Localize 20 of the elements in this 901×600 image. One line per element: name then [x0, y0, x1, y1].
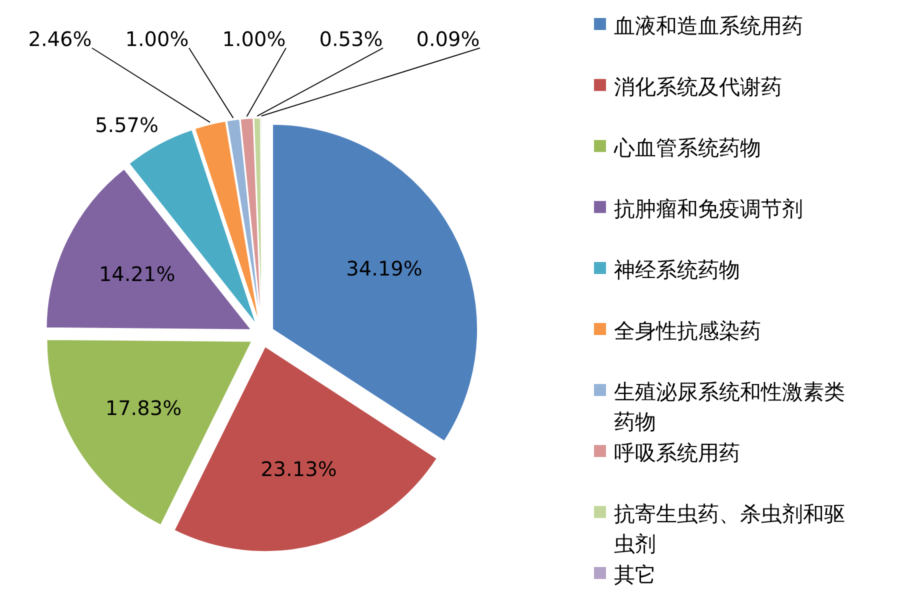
legend-label: 呼吸系统用药	[614, 441, 740, 465]
data-label: 5.57%	[95, 113, 159, 138]
data-label: 1.00%	[125, 27, 189, 51]
legend-label: 其它	[614, 563, 656, 587]
data-label: 34.19%	[346, 256, 422, 281]
legend-label: 消化系统及代谢药	[614, 75, 782, 99]
legend-label: 全身性抗感染药	[614, 319, 761, 343]
data-label: 17.83%	[105, 396, 182, 420]
data-label: 2.46%	[28, 27, 92, 51]
legend-label: 生殖泌尿系统和性激素类药物	[614, 380, 845, 434]
data-label: 0.53%	[319, 27, 383, 51]
data-label: 23.13%	[260, 457, 337, 482]
data-label: 0.09%	[416, 27, 480, 51]
data-label: 1.00%	[222, 27, 286, 51]
legend-label: 血液和造血系统用药	[614, 14, 803, 38]
data-label: 14.21%	[98, 262, 176, 286]
legend-label: 抗肿瘤和免疫调节剂	[614, 197, 803, 221]
legend-label: 神经系统药物	[614, 258, 740, 282]
legend-label: 心血管系统药物	[613, 136, 761, 160]
legend-label: 抗寄生虫药、杀虫剂和驱虫剂	[614, 502, 845, 556]
